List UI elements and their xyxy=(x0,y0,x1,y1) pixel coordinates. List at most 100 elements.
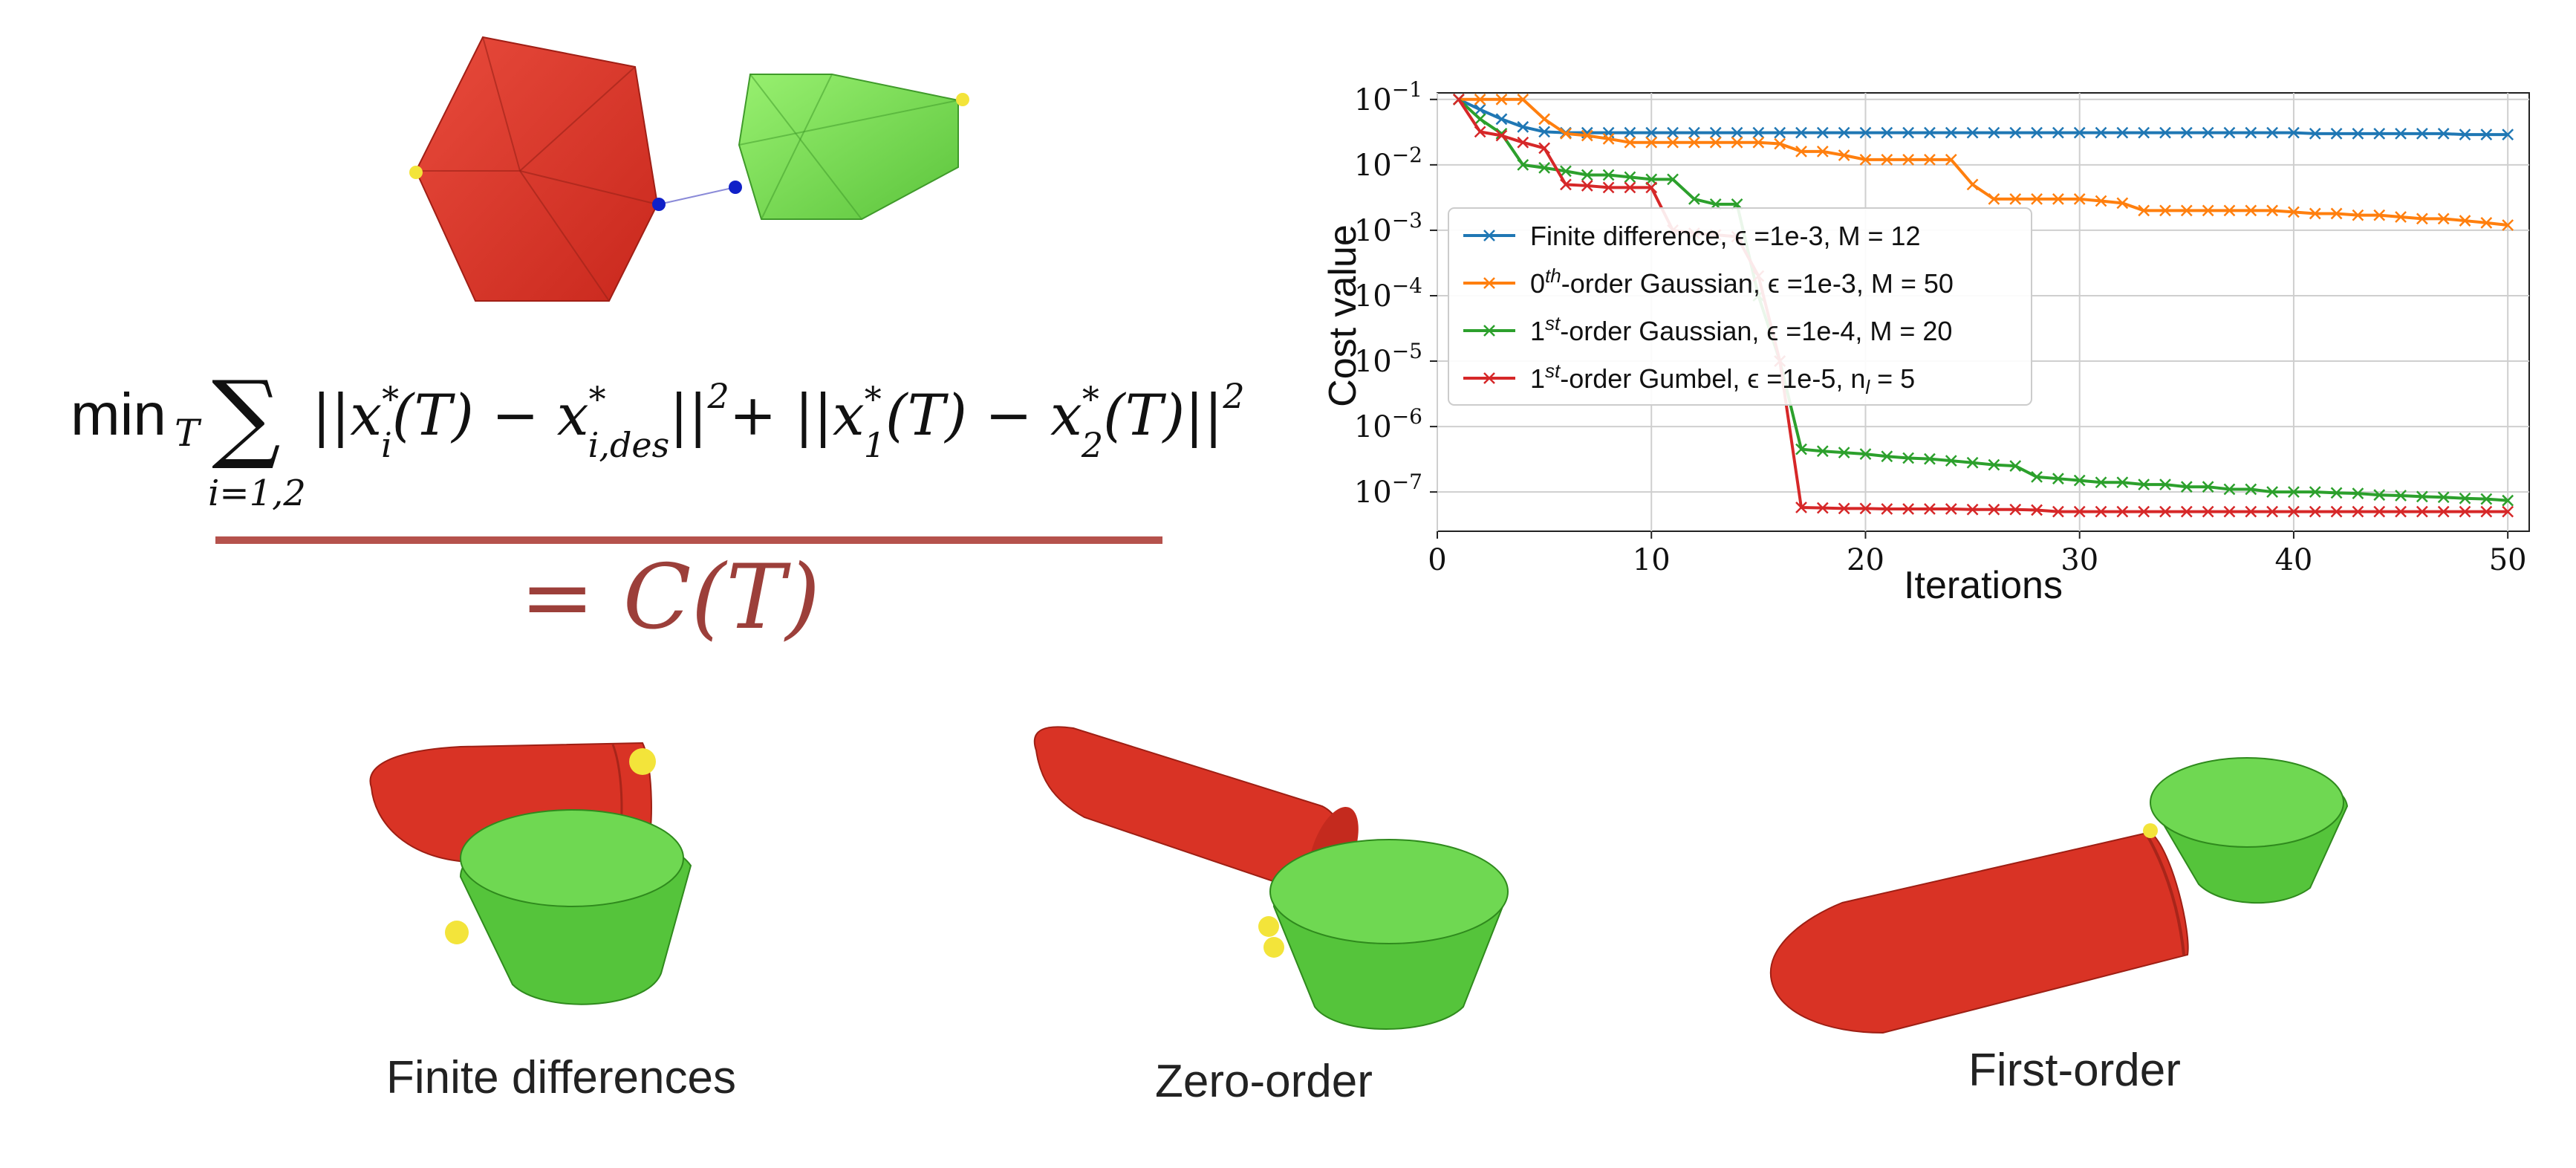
connection-line xyxy=(658,186,736,205)
legend-marker xyxy=(1483,230,1495,241)
x-ticks: 0 10 20 30 40 50 xyxy=(1428,531,2527,577)
data-point-0 xyxy=(2180,126,2193,139)
finite-differences-shapes xyxy=(369,742,692,1005)
data-point-3 xyxy=(1988,503,2000,516)
data-point-2 xyxy=(2159,478,2171,491)
data-point-0 xyxy=(1988,126,2000,139)
yellow-point xyxy=(1258,916,1279,937)
data-point-1 xyxy=(2116,197,2129,210)
cost-convergence-chart: 10−1 10−2 10−3 10−4 10−5 10−6 10−7 0 10 20 30 40 50… xyxy=(1321,78,2530,607)
data-point-2 xyxy=(1560,165,1572,178)
y-tick-label: 10−4 xyxy=(1354,273,1422,314)
data-point-0 xyxy=(1474,103,1486,116)
data-point-3 xyxy=(1560,178,1572,191)
data-point-2 xyxy=(2352,487,2364,500)
data-point-3 xyxy=(2330,505,2343,518)
data-point-0 xyxy=(2202,126,2214,139)
data-point-0 xyxy=(2352,127,2364,140)
data-point-3 xyxy=(2223,505,2236,518)
data-point-3 xyxy=(1581,180,1593,192)
data-point-2 xyxy=(2073,474,2086,487)
legend: Finite difference, ϵ =1e-3, M = 12 0th-or… xyxy=(1448,207,2032,406)
data-point-2 xyxy=(1988,458,2000,471)
data-point-0 xyxy=(1709,126,1722,139)
data-point-2 xyxy=(1517,158,1529,171)
data-point-3 xyxy=(2459,505,2471,518)
data-point-2 xyxy=(1624,171,1636,184)
data-point-1 xyxy=(2159,204,2171,217)
data-point-3 xyxy=(1902,503,1915,515)
data-point-3 xyxy=(1474,126,1486,138)
data-point-0 xyxy=(1816,126,1829,139)
red-capsule xyxy=(1769,831,2189,1034)
legend-marker xyxy=(1483,372,1495,384)
green-cylinder xyxy=(459,809,692,1005)
data-point-1 xyxy=(1859,154,1872,166)
data-point-3 xyxy=(2095,505,2107,518)
data-point-0 xyxy=(2095,126,2107,139)
formula-underline xyxy=(215,536,1162,544)
data-point-2 xyxy=(2009,460,2022,473)
data-point-2 xyxy=(1688,193,1700,205)
data-point-3 xyxy=(2352,505,2364,518)
data-point-3 xyxy=(1795,502,1807,513)
data-point-1 xyxy=(2180,204,2193,217)
y-tick-label: 10−6 xyxy=(1354,404,1422,444)
data-point-2 xyxy=(2395,490,2407,502)
data-point-0 xyxy=(2459,129,2471,141)
data-point-1 xyxy=(2437,212,2450,225)
data-point-3 xyxy=(2159,505,2171,518)
data-point-1 xyxy=(1924,154,1936,166)
data-point-1 xyxy=(2395,211,2407,223)
data-point-2 xyxy=(2245,483,2257,496)
green-polyhedron xyxy=(738,74,959,220)
data-point-2 xyxy=(2373,489,2386,502)
data-point-2 xyxy=(1945,455,1957,467)
data-point-0 xyxy=(2416,127,2428,140)
data-point-2 xyxy=(2031,470,2043,483)
green-cylinder xyxy=(2150,757,2349,904)
data-point-0 xyxy=(1645,126,1658,139)
data-point-3 xyxy=(2480,505,2493,518)
data-point-2 xyxy=(1602,169,1615,181)
data-point-3 xyxy=(1838,502,1850,515)
data-point-1 xyxy=(1581,129,1593,142)
data-point-3 xyxy=(1881,503,1893,515)
data-point-0 xyxy=(2395,127,2407,140)
yellow-point xyxy=(629,748,656,775)
data-point-0 xyxy=(2223,126,2236,139)
y-tick-label: 10−5 xyxy=(1354,339,1422,379)
data-point-1 xyxy=(2480,217,2493,229)
y-axis-label: Cost value xyxy=(1321,224,1365,407)
data-point-2 xyxy=(1795,443,1807,455)
legend-label: 1st-order Gaussian, ϵ =1e-4, M = 20 xyxy=(1530,312,1952,346)
data-point-2 xyxy=(2437,491,2450,504)
data-point-1 xyxy=(2245,204,2257,217)
data-point-3 xyxy=(1945,503,1957,515)
data-point-1 xyxy=(1538,113,1551,126)
data-point-1 xyxy=(1495,93,1508,106)
data-point-0 xyxy=(1966,126,1979,139)
data-point-2 xyxy=(2138,478,2150,491)
data-point-1 xyxy=(2009,193,2022,205)
series-line-2 xyxy=(1457,98,2508,502)
data-point-0 xyxy=(2309,127,2321,140)
formula-min-sub: T xyxy=(175,412,202,455)
data-point-1 xyxy=(1645,136,1658,149)
data-point-2 xyxy=(1966,456,1979,469)
x-axis-label: Iterations xyxy=(1904,564,2063,607)
data-point-1 xyxy=(1560,127,1572,140)
data-point-2 xyxy=(2288,486,2300,499)
data-point-0 xyxy=(2031,126,2043,139)
legend-marker xyxy=(1483,277,1495,289)
legend-marker xyxy=(1483,325,1495,337)
data-point-3 xyxy=(2245,505,2257,518)
data-point-1 xyxy=(1774,137,1786,150)
data-point-3 xyxy=(1538,142,1551,155)
data-point-1 xyxy=(1966,178,1979,191)
data-point-3 xyxy=(2309,505,2321,518)
data-point-3 xyxy=(1816,502,1829,514)
x-tick-label: 30 xyxy=(2061,543,2098,577)
top-polyhedra-illustration xyxy=(409,36,969,302)
data-point-0 xyxy=(1924,126,1936,139)
